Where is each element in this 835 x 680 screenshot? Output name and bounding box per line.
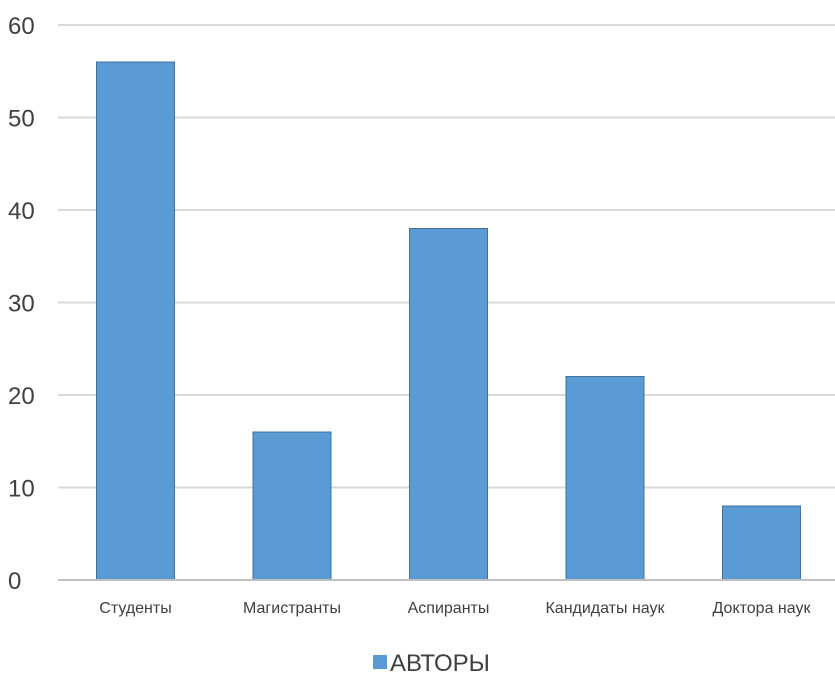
x-tick-label: Доктора наук [713,600,812,617]
y-tick-label: 60 [8,13,35,40]
y-tick-label: 0 [8,568,21,595]
bar-1 [252,431,332,581]
bar-0 [96,61,175,581]
y-tick-label: 10 [8,476,35,503]
x-tick-label: Аспиранты [408,600,490,617]
y-tick-label: 50 [8,106,35,133]
x-tick-label: Кандидаты наук [545,600,665,617]
x-axis-labels: Студенты Магистранты Аспиранты Кандидаты на… [99,600,811,617]
bar-2 [409,228,488,581]
bars [96,61,801,581]
bar-4 [722,505,801,581]
x-tick-label: Магистранты [243,600,341,617]
bar-3 [565,376,645,581]
x-tick-label: Студенты [99,600,171,617]
y-axis-ticks: 0 10 20 30 40 50 60 [8,13,35,595]
legend-swatch [373,655,387,669]
y-tick-label: 40 [8,198,35,225]
y-tick-label: 20 [8,383,35,410]
y-tick-label: 30 [8,291,35,318]
legend-label: АВТОРЫ [390,650,490,677]
legend: АВТОРЫ [373,650,490,677]
